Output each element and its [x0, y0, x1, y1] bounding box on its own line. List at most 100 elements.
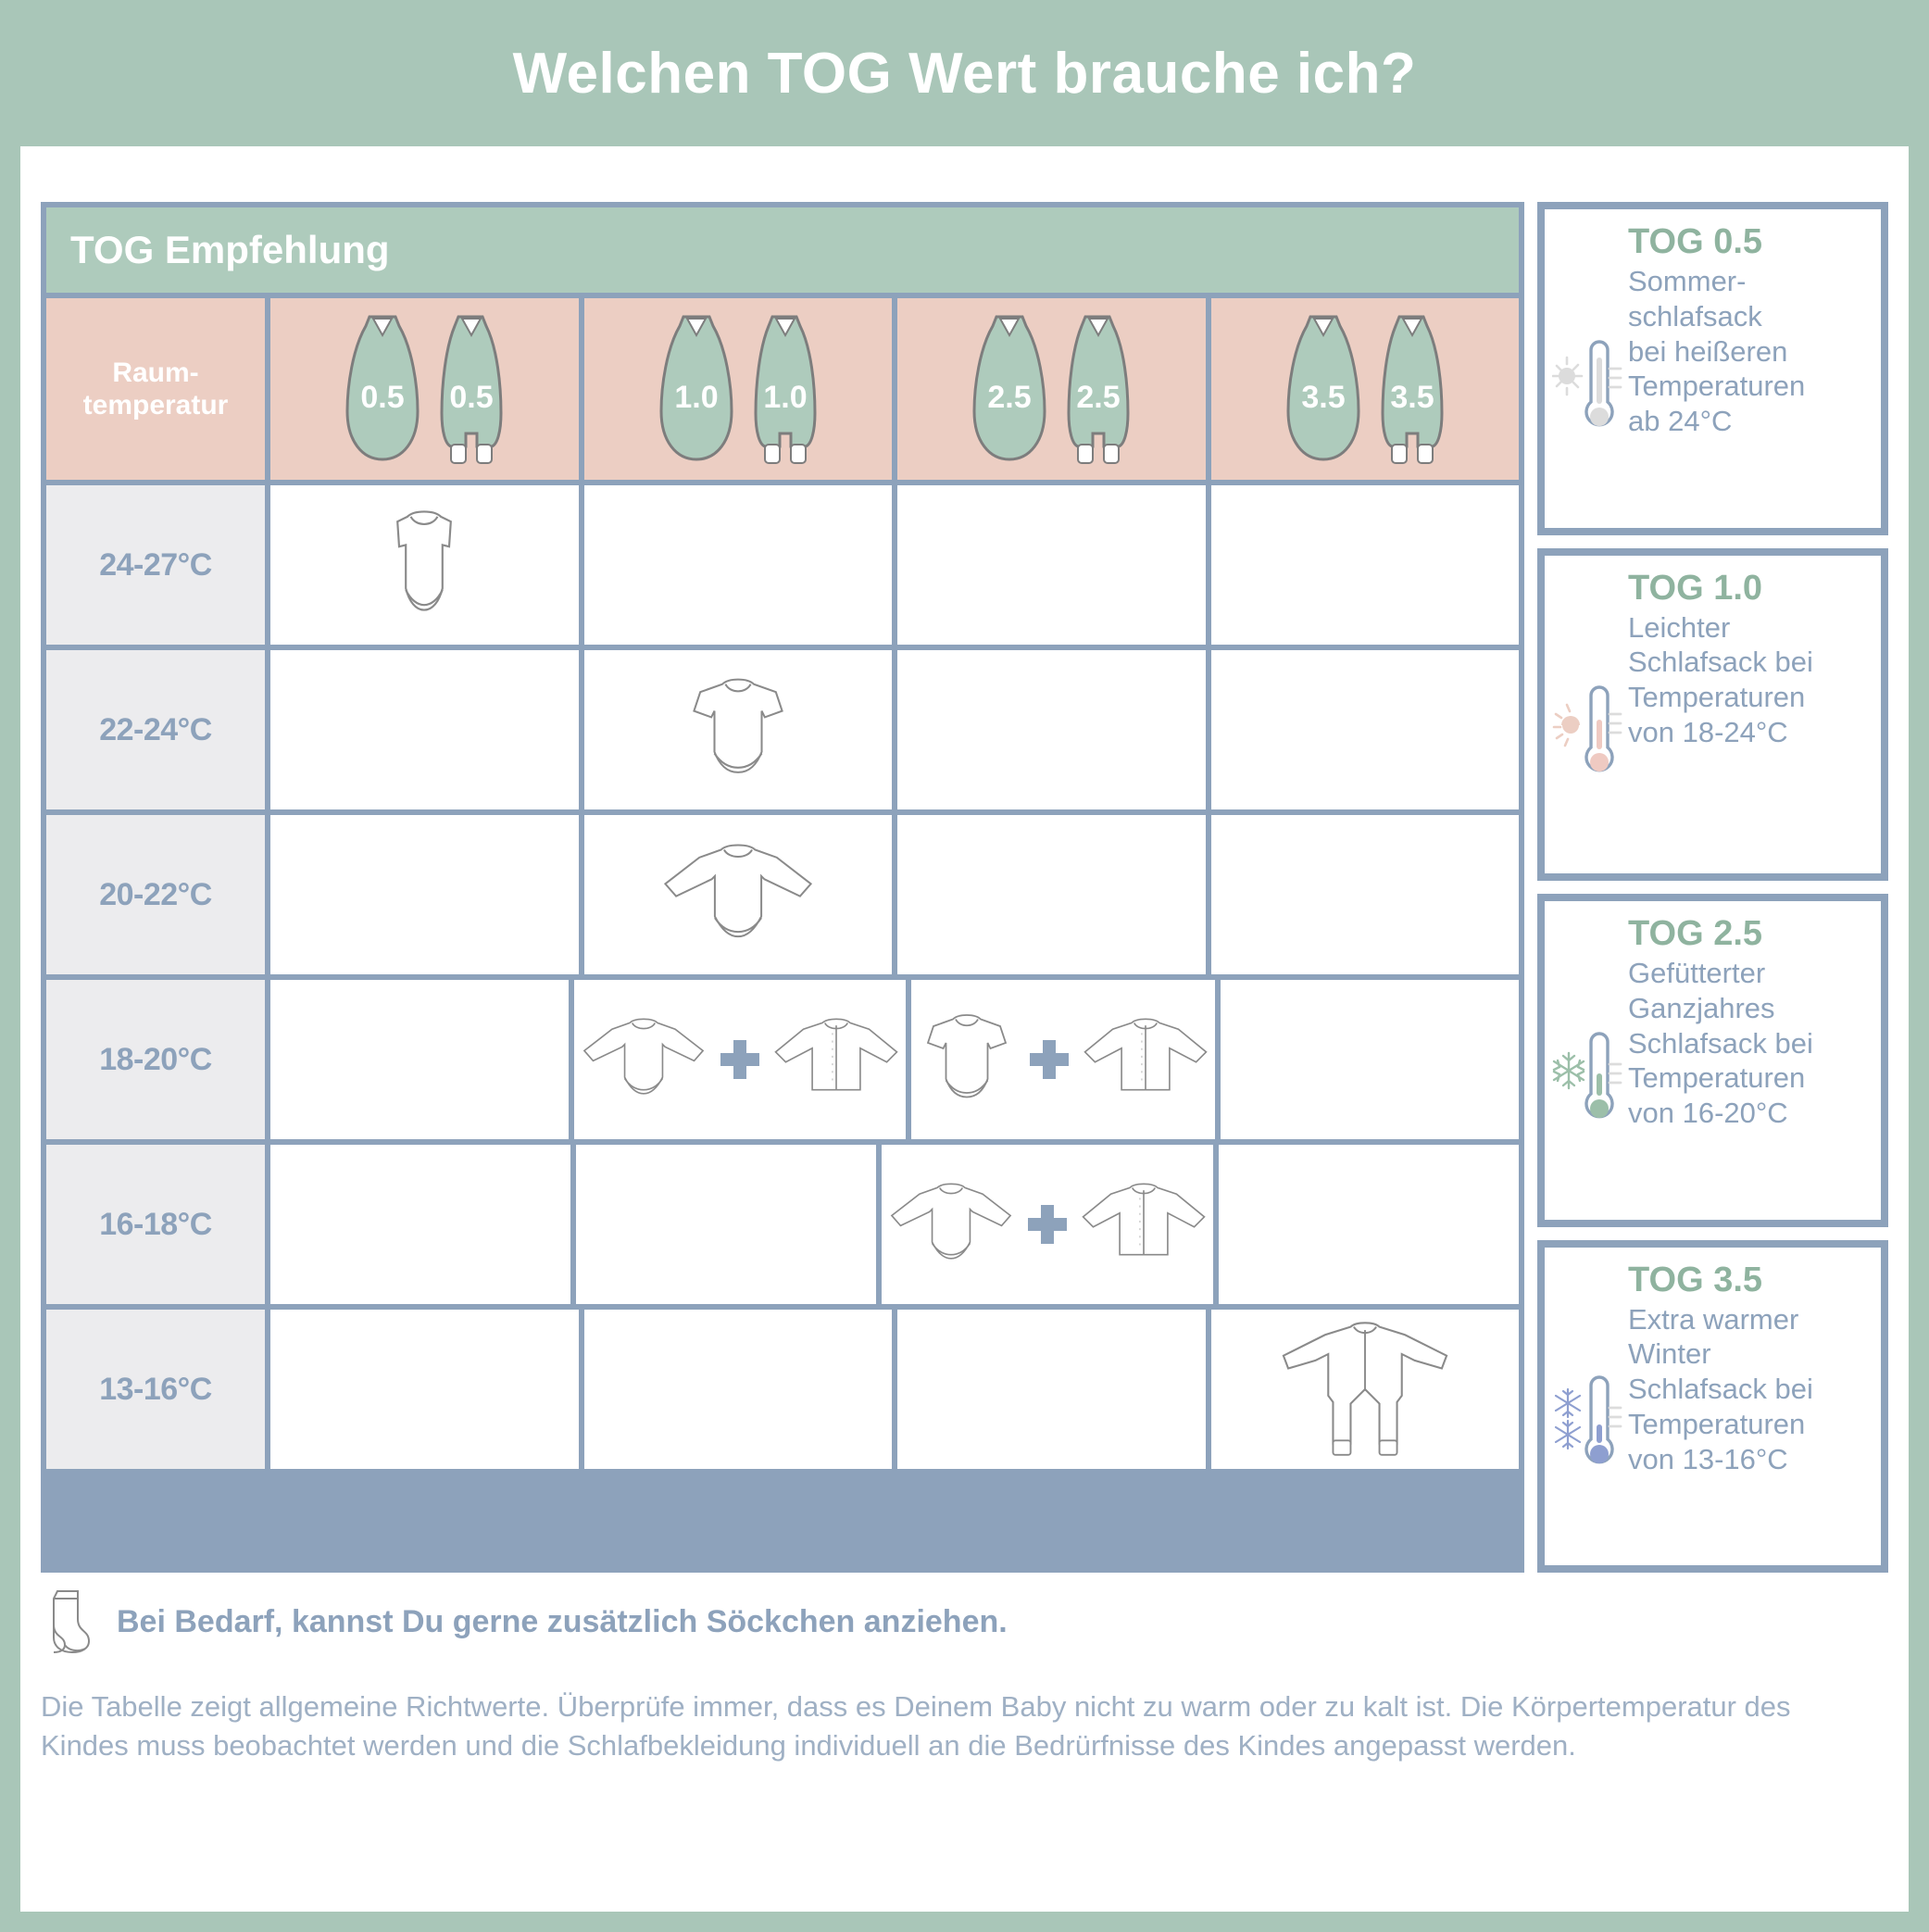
snowflake-thermometer-icon: [1552, 1032, 1622, 1119]
tog-icon-wrapper: [1550, 569, 1628, 861]
double-snowflake-thermometer-icon: [1554, 1375, 1622, 1464]
sleeping-bag-tog-value: 2.5: [988, 380, 1032, 415]
cell-22-24-tog-2-5: [897, 650, 1206, 809]
pyjama-jacket-icon: [774, 1018, 898, 1091]
sleeping-bag-with-legs-icon: 2.5: [1067, 315, 1130, 464]
room-temperature-header-cell: Raum- temperatur: [46, 298, 265, 480]
clothing-combination: [911, 1004, 1215, 1115]
tog-card-title: TOG 0.5: [1628, 222, 1763, 261]
sleeping-bag-tog-value: 3.5: [1301, 380, 1345, 415]
row-temperature-cell: 13-16°C: [46, 1310, 265, 1469]
cell-16-18-tog-3-5: [1219, 1145, 1519, 1304]
sleeping-bag-with-legs-icon: 3.5: [1381, 315, 1444, 464]
table-row: 22-24°C: [46, 650, 1519, 809]
tog-card-text: TOG 0.5 Sommer- schlafsack bei heißeren …: [1628, 222, 1872, 515]
room-temperature-header-label: Raum- temperatur: [83, 357, 229, 422]
sleeping-bag-tog-value: 0.5: [361, 380, 405, 415]
tog-icon-wrapper: [1550, 914, 1628, 1207]
sleeping-bag-icon: 3.5: [1286, 315, 1360, 461]
footer: Bei Bedarf, kannst Du gerne zusätzlich S…: [41, 1587, 1888, 1764]
tog-card-title: TOG 3.5: [1628, 1260, 1763, 1299]
column-header-tog-1-0: 1.0 1.0: [583, 298, 892, 480]
table-row: 16-18°C: [46, 1145, 1519, 1304]
sleeping-bag-tog-value: 1.0: [674, 380, 718, 415]
tog-info-card-2-5: TOG 2.5 Gefütterter Ganzjahres Schlafsac…: [1537, 894, 1888, 1227]
page-title: Welchen TOG Wert brauche ich?: [512, 41, 1417, 106]
tog-icon-wrapper: [1550, 222, 1628, 515]
tog-card-text: TOG 2.5 Gefütterter Ganzjahres Schlafsac…: [1628, 914, 1872, 1207]
title-band: Welchen TOG Wert brauche ich?: [0, 0, 1929, 146]
body-sleeveless-icon: [396, 510, 453, 611]
cell-13-16-tog-1-0: [583, 1310, 892, 1469]
cell-16-18-tog-0-5: [270, 1145, 570, 1304]
sleeping-bag-legs-tog-value: 2.5: [1077, 380, 1121, 415]
sleeping-bag-with-legs-icon: 1.0: [754, 315, 817, 464]
sleeping-bag-legs-tog-value: 0.5: [450, 380, 494, 415]
cell-20-22-tog-0-5: [270, 815, 579, 974]
sleeping-bag-icon: 1.0: [659, 315, 733, 461]
cell-24-27-tog-0-5: [270, 485, 579, 645]
sleeping-bag-pair: 3.5 3.5: [1279, 311, 1451, 467]
cell-13-16-tog-3-5: [1210, 1310, 1519, 1469]
tog-card-title: TOG 1.0: [1628, 568, 1763, 608]
tog-info-card-0-5: TOG 0.5 Sommer- schlafsack bei heißeren …: [1537, 202, 1888, 535]
sleeping-bag-with-legs-icon: 0.5: [440, 315, 503, 464]
room-temperature-label-line1: Raum-: [112, 357, 199, 388]
body-short-sleeve-icon: [692, 678, 783, 773]
pyjama-jacket-icon: [1082, 1183, 1206, 1256]
table-row: 24-27°C: [46, 485, 1519, 645]
pyjama-jacket-icon: [1083, 1018, 1208, 1091]
row-temperature-label: 18-20°C: [99, 1041, 212, 1077]
baby-socks-icon: [53, 1590, 91, 1654]
sock-note: Bei Bedarf, kannst Du gerne zusätzlich S…: [41, 1587, 1888, 1656]
table-row: 18-20°C: [46, 980, 1519, 1139]
row-temperature-label: 16-18°C: [99, 1206, 212, 1242]
tog-card-description: Leichter Schlafsack bei Temperaturen von…: [1628, 610, 1813, 748]
row-temperature-cell: 18-20°C: [46, 980, 265, 1139]
sock-note-text: Bei Bedarf, kannst Du gerne zusätzlich S…: [117, 1603, 1008, 1639]
body-long-sleeve-icon: [663, 844, 812, 938]
row-temperature-cell: 20-22°C: [46, 815, 265, 974]
table-row: 13-16°C: [46, 1310, 1519, 1469]
row-temperature-cell: 24-27°C: [46, 485, 265, 645]
column-header-tog-0-5: 0.5 0.5: [270, 298, 579, 480]
cell-16-18-tog-2-5: [882, 1145, 1213, 1304]
plus-icon: [720, 1040, 759, 1079]
cell-22-24-tog-0-5: [270, 650, 579, 809]
table-section-title: TOG Empfehlung: [70, 228, 390, 271]
cell-18-20-tog-2-5: [911, 980, 1215, 1139]
column-header-tog-2-5: 2.5 2.5: [897, 298, 1206, 480]
tog-card-description: Extra warmer Winter Schlafsack bei Tempe…: [1628, 1302, 1813, 1475]
cell-22-24-tog-1-0: [583, 650, 892, 809]
cell-18-20-tog-1-0: [574, 980, 906, 1139]
body-long-sleeve-icon: [582, 1018, 705, 1095]
cell-13-16-tog-0-5: [270, 1310, 579, 1469]
sleeping-bag-legs-tog-value: 3.5: [1390, 380, 1434, 415]
row-temperature-cell: 22-24°C: [46, 650, 265, 809]
cell-20-22-tog-2-5: [897, 815, 1206, 974]
tog-card-text: TOG 1.0 Leichter Schlafsack bei Temperat…: [1628, 569, 1872, 861]
row-temperature-label: 22-24°C: [99, 711, 212, 747]
cell-18-20-tog-0-5: [270, 980, 569, 1139]
tog-info-card-3-5: TOG 3.5 Extra warmer Winter Schlafsack b…: [1537, 1239, 1888, 1573]
row-temperature-cell: 16-18°C: [46, 1145, 265, 1304]
sleeping-bag-icon: 0.5: [345, 315, 420, 461]
table-row: 20-22°C: [46, 815, 1519, 974]
row-temperature-label: 13-16°C: [99, 1371, 212, 1407]
row-temperature-label: 20-22°C: [99, 876, 212, 912]
cell-20-22-tog-1-0: [583, 815, 892, 974]
sleeping-bag-pair: 0.5 0.5: [338, 311, 510, 467]
sun-thermometer-icon: [1552, 340, 1622, 427]
sleeping-bag-icon: 2.5: [972, 315, 1046, 461]
cell-20-22-tog-3-5: [1210, 815, 1519, 974]
disclaimer-text: Die Tabelle zeigt allgemeine Richtwerte.…: [41, 1690, 1791, 1762]
table-header-row: Raum- temperatur 0.5: [46, 298, 1519, 480]
half-sun-thermometer-icon: [1552, 685, 1622, 772]
sleeping-bag-pair: 1.0 1.0: [652, 311, 824, 467]
body-long-sleeve-icon: [890, 1183, 1012, 1260]
main-content: TOG Empfehlung Raum- temperatur: [41, 202, 1888, 1573]
overall-romper-icon: [1282, 1322, 1448, 1456]
clothing-combination: [574, 1004, 906, 1115]
plus-icon: [1028, 1205, 1067, 1244]
